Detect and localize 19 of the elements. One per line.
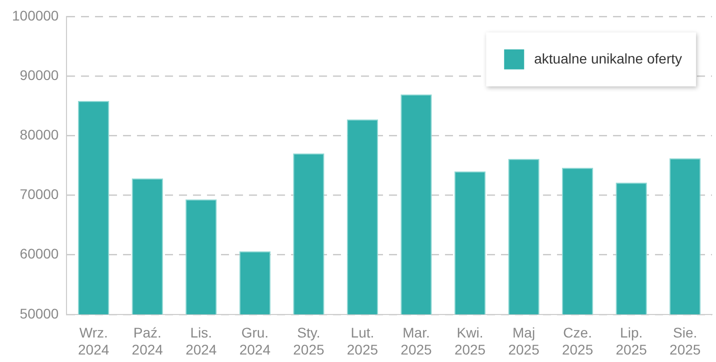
x-tick-label: Lis. 2024 <box>186 324 217 358</box>
x-tick-label: Maj 2025 <box>508 324 540 358</box>
legend-label: aktualne unikalne oferty <box>534 50 682 66</box>
x-tick-label: Cze. 2025 <box>562 324 594 358</box>
y-tick-label: 90000 <box>20 66 59 83</box>
x-tick-label: Sty. 2025 <box>293 324 324 358</box>
x-tick-label: Lut. 2025 <box>346 324 378 358</box>
x-tick-label: Gru. 2024 <box>239 324 271 358</box>
x-tick-label: Sie. 2025 <box>670 324 701 358</box>
x-tick-label: Kwi. 2025 <box>454 324 486 358</box>
y-tick-label: 70000 <box>20 186 59 202</box>
x-tick-label: Lip. 2025 <box>616 324 648 358</box>
x-tick-label: Mar. 2025 <box>400 324 432 358</box>
y-tick-label: 80000 <box>20 126 59 142</box>
y-tick-label: 100000 <box>12 7 59 24</box>
x-tick-label: Paź. 2024 <box>132 324 164 358</box>
x-tick-label: Wrz. 2024 <box>78 324 110 358</box>
y-tick-label: 50000 <box>20 305 59 322</box>
y-tick-label: 60000 <box>20 246 59 262</box>
